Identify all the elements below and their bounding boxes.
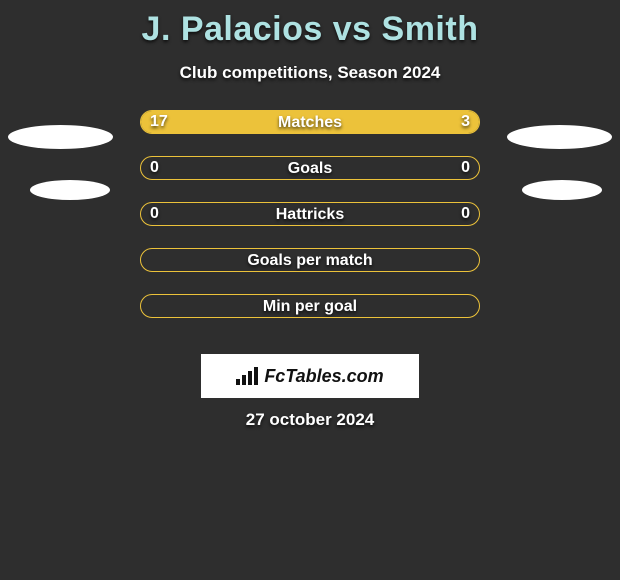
- bar-track: Matches: [140, 110, 480, 134]
- bar-track: Goals: [140, 156, 480, 180]
- bar-label: Goals per match: [141, 249, 479, 272]
- value-right: 3: [461, 110, 470, 134]
- footer-date: 27 october 2024: [0, 410, 620, 430]
- comparison-infographic: J. Palacios vs Smith Club competitions, …: [0, 0, 620, 580]
- comparison-row: Min per goal: [0, 294, 620, 318]
- comparison-row: Hattricks0 0: [0, 202, 620, 226]
- page-title: J. Palacios vs Smith: [0, 0, 620, 49]
- comparison-row: Goals per match: [0, 248, 620, 272]
- brand-text: FcTables.com: [264, 366, 383, 387]
- bar-label: Goals: [141, 157, 479, 180]
- bar-track: Min per goal: [140, 294, 480, 318]
- value-left: 0: [150, 156, 159, 180]
- brand-badge: FcTables.com: [201, 354, 419, 398]
- value-right: 0: [461, 202, 470, 226]
- bar-left-fill: [141, 111, 405, 133]
- value-left: 0: [150, 202, 159, 226]
- bar-label: Min per goal: [141, 295, 479, 318]
- value-right: 0: [461, 156, 470, 180]
- comparison-chart: Matches173Goals00Hattricks00Goals per ma…: [0, 110, 620, 340]
- bar-track: Hattricks: [140, 202, 480, 226]
- bar-chart-icon: [236, 367, 258, 385]
- value-left: 17: [150, 110, 168, 134]
- comparison-row: Matches17 3: [0, 110, 620, 134]
- page-subtitle: Club competitions, Season 2024: [0, 63, 620, 83]
- bar-label: Hattricks: [141, 203, 479, 226]
- comparison-row: Goals0 0: [0, 156, 620, 180]
- bar-track: Goals per match: [140, 248, 480, 272]
